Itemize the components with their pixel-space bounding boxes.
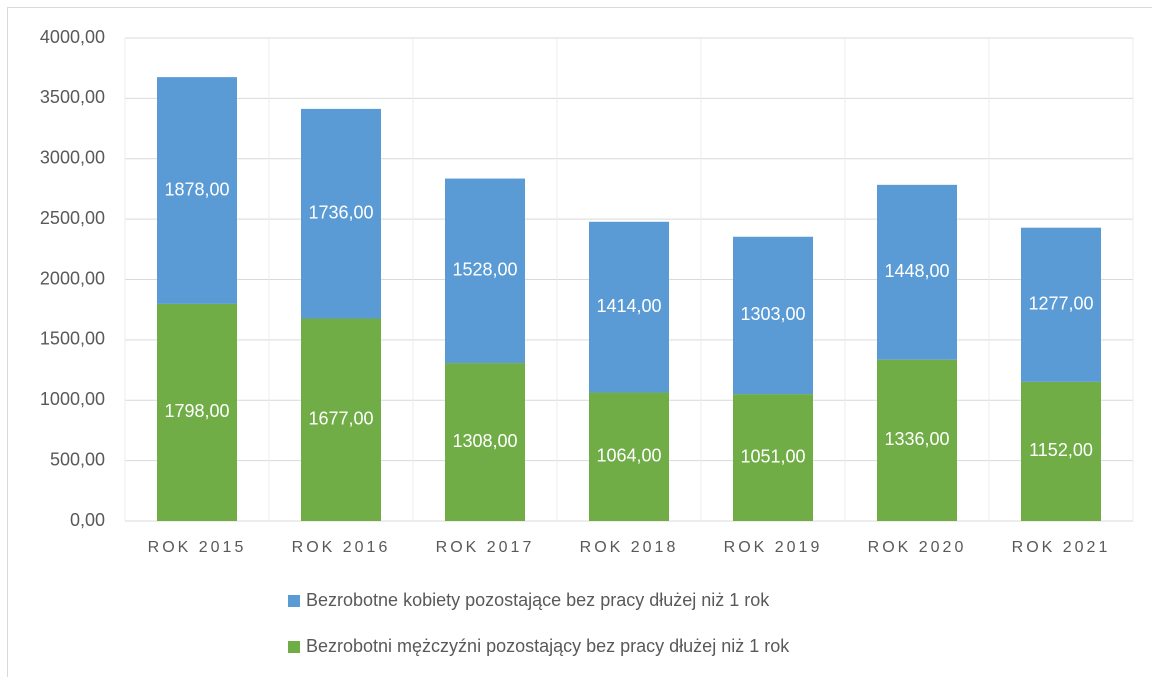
- y-tick-label: 3500,00: [40, 87, 105, 107]
- value-label: 1277,00: [1028, 294, 1093, 314]
- bar-segment: [589, 221, 669, 393]
- y-tick-label: 1000,00: [40, 389, 105, 409]
- value-label: 1303,00: [740, 304, 805, 324]
- value-label: 1878,00: [164, 179, 229, 199]
- bar-segment: [1021, 227, 1101, 382]
- value-label: 1051,00: [740, 446, 805, 466]
- y-tick-label: 2500,00: [40, 208, 105, 228]
- bar-segment: [589, 392, 669, 521]
- y-tick-label: 2000,00: [40, 268, 105, 288]
- value-label: 1414,00: [596, 296, 661, 316]
- bar-segment: [1021, 381, 1101, 521]
- value-label: 1308,00: [452, 431, 517, 451]
- value-label: 1798,00: [164, 401, 229, 421]
- x-tick-label: ROK 2015: [148, 539, 247, 556]
- y-tick-label: 3000,00: [40, 148, 105, 168]
- bar-segment: [445, 178, 525, 364]
- bar-segment: [877, 359, 957, 521]
- bar-segment: [301, 108, 381, 319]
- bar-segment: [157, 303, 237, 521]
- bar-segment: [733, 236, 813, 395]
- legend-swatch: [288, 641, 300, 653]
- x-tick-label: ROK 2018: [580, 539, 679, 556]
- x-tick-label: ROK 2021: [1012, 539, 1111, 556]
- x-tick-label: ROK 2019: [724, 539, 823, 556]
- bar-segment: [877, 184, 957, 360]
- value-label: 1448,00: [884, 261, 949, 281]
- x-tick-label: ROK 2016: [292, 539, 391, 556]
- y-tick-label: 1500,00: [40, 329, 105, 349]
- y-tick-label: 500,00: [50, 449, 105, 469]
- bar-segment: [733, 394, 813, 521]
- chart-border: [7, 7, 1152, 677]
- bar-segment: [301, 318, 381, 521]
- value-label: 1152,00: [1029, 440, 1093, 460]
- value-label: 1064,00: [596, 446, 661, 466]
- bar-segment: [157, 77, 237, 304]
- x-tick-label: ROK 2017: [436, 539, 535, 556]
- value-label: 1336,00: [884, 429, 949, 449]
- legend-swatch: [288, 595, 300, 607]
- value-label: 1528,00: [452, 260, 517, 280]
- value-label: 1736,00: [308, 202, 373, 222]
- legend-label: Bezrobotni mężczyźni pozostający bez pra…: [306, 636, 790, 656]
- legend-label: Bezrobotne kobiety pozostające bez pracy…: [306, 590, 770, 610]
- bar-segment: [445, 363, 525, 521]
- x-tick-label: ROK 2020: [868, 539, 967, 556]
- y-tick-label: 0,00: [70, 510, 105, 530]
- value-label: 1677,00: [308, 409, 373, 429]
- y-tick-label: 4000,00: [40, 27, 105, 47]
